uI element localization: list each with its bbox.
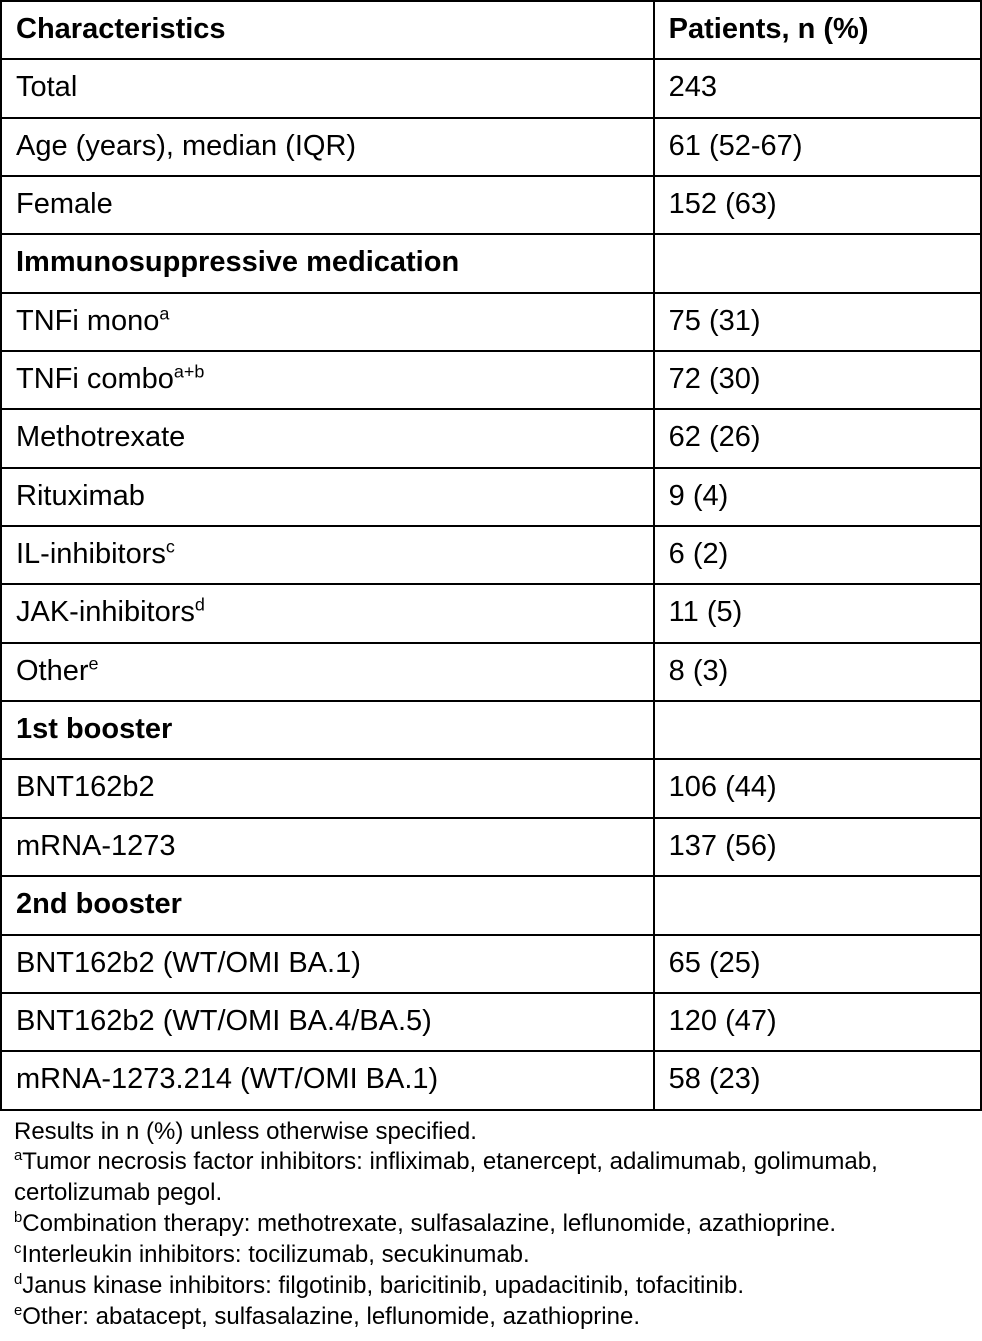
- value-cell: 62 (26): [652, 408, 982, 469]
- table-row: TNFi comboa+b 72 (30): [0, 350, 982, 411]
- table-row: JAK-inhibitorsd 11 (5): [0, 583, 982, 644]
- value-cell: [652, 700, 982, 761]
- value-cell: 120 (47): [652, 991, 982, 1053]
- characteristic-cell: BNT162b2: [0, 758, 655, 819]
- characteristic-cell: JAK-inhibitorsd: [0, 583, 655, 644]
- column-header: Patients, n (%): [652, 0, 982, 61]
- characteristic-cell: mRNA-1273.214 (WT/OMI BA.1): [0, 1050, 655, 1111]
- footnote-marker: d: [194, 594, 205, 615]
- table-row: Othere 8 (3): [0, 641, 982, 703]
- characteristics-table: Characteristics Patients, n (%) Total 243 A…: [0, 0, 982, 1111]
- characteristic-cell: 1st booster: [0, 700, 655, 761]
- table-row: mRNA-1273.214 (WT/OMI BA.1) 58 (23): [0, 1050, 982, 1111]
- value-cell: 6 (2): [652, 525, 982, 586]
- value-cell: 11 (5): [652, 583, 982, 644]
- characteristic-cell: 2nd booster: [0, 875, 655, 936]
- table-row: IL-inhibitorsc 6 (2): [0, 525, 982, 586]
- characteristic-cell: Immunosuppressive medication: [0, 233, 655, 294]
- table-row: Immunosuppressive medication: [0, 233, 982, 294]
- table-header-row: Characteristics Patients, n (%): [0, 0, 982, 61]
- table-row: Total 243: [0, 58, 982, 119]
- value-cell: 72 (30): [652, 350, 982, 411]
- value-cell: 243: [652, 58, 982, 119]
- table-row: 1st booster: [0, 700, 982, 761]
- characteristic-cell: mRNA-1273: [0, 816, 655, 878]
- value-cell: [652, 875, 982, 936]
- column-header: Characteristics: [0, 0, 655, 61]
- footnote: eOther: abatacept, sulfasalazine, leflun…: [14, 1303, 640, 1331]
- footnote: Results in n (%) unless otherwise specif…: [14, 1117, 477, 1145]
- footnote-marker: a: [159, 303, 170, 324]
- table-row: Female 152 (63): [0, 175, 982, 236]
- characteristic-cell: Rituximab: [0, 466, 655, 528]
- footnote-marker: c: [165, 536, 175, 557]
- table-row: BNT162b2 106 (44): [0, 758, 982, 819]
- footnote-marker: e: [14, 1303, 23, 1320]
- table-row: Rituximab 9 (4): [0, 466, 982, 528]
- value-cell: 58 (23): [652, 1050, 982, 1111]
- table-row: Methotrexate 62 (26): [0, 408, 982, 469]
- value-cell: 106 (44): [652, 758, 982, 819]
- characteristic-cell: IL-inhibitorsc: [0, 525, 655, 586]
- characteristic-cell: BNT162b2 (WT/OMI BA.4/BA.5): [0, 991, 655, 1053]
- value-cell: 137 (56): [652, 816, 982, 878]
- table-footnotes: Results in n (%) unless otherwise specif…: [0, 1111, 982, 1341]
- characteristic-cell: Methotrexate: [0, 408, 655, 469]
- table-row: BNT162b2 (WT/OMI BA.1) 65 (25): [0, 933, 982, 994]
- footnote-marker: b: [14, 1210, 23, 1227]
- table-row: Age (years), median (IQR) 61 (52-67): [0, 116, 982, 178]
- characteristic-cell: Total: [0, 58, 655, 119]
- footnote: cInterleukin inhibitors: tocilizumab, se…: [14, 1241, 530, 1269]
- value-cell: 61 (52-67): [652, 116, 982, 178]
- table-row: mRNA-1273 137 (56): [0, 816, 982, 878]
- footnote-marker: e: [88, 653, 99, 674]
- characteristic-cell: Othere: [0, 641, 655, 703]
- table-row: BNT162b2 (WT/OMI BA.4/BA.5) 120 (47): [0, 991, 982, 1053]
- value-cell: 152 (63): [652, 175, 982, 236]
- footnote-marker: a: [14, 1148, 23, 1165]
- footnote: dJanus kinase inhibitors: filgotinib, ba…: [14, 1272, 745, 1300]
- footnote: aTumor necrosis factor inhibitors: infli…: [14, 1148, 878, 1207]
- footnote: bCombination therapy: methotrexate, sulf…: [14, 1210, 837, 1238]
- footnote-marker: d: [14, 1272, 23, 1289]
- characteristic-cell: BNT162b2 (WT/OMI BA.1): [0, 933, 655, 994]
- footnote-marker: a+b: [173, 361, 205, 382]
- characteristic-cell: Age (years), median (IQR): [0, 116, 655, 178]
- table-row: TNFi monoa 75 (31): [0, 291, 982, 353]
- table-row: 2nd booster: [0, 875, 982, 936]
- value-cell: 9 (4): [652, 466, 982, 528]
- value-cell: 65 (25): [652, 933, 982, 994]
- value-cell: 8 (3): [652, 641, 982, 703]
- value-cell: [652, 233, 982, 294]
- characteristic-cell: Female: [0, 175, 655, 236]
- characteristic-cell: TNFi monoa: [0, 291, 655, 353]
- footnote-marker: c: [14, 1241, 22, 1258]
- value-cell: 75 (31): [652, 291, 982, 353]
- characteristic-cell: TNFi comboa+b: [0, 350, 655, 411]
